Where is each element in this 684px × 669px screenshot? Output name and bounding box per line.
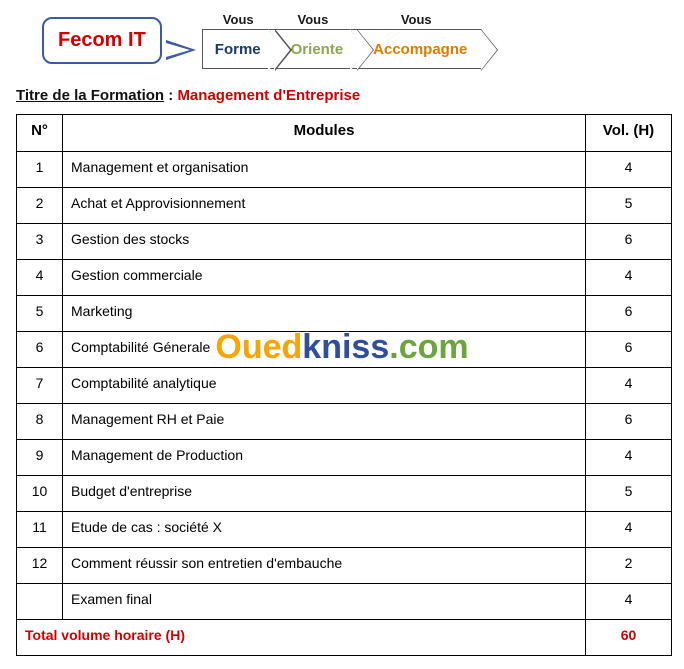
cell-vol: 6 — [586, 224, 672, 260]
col-header-modules: Modules — [63, 115, 586, 152]
cell-num: 7 — [17, 368, 63, 404]
step-chevron-forme: Forme — [202, 29, 275, 69]
cell-module: Achat et Approvisionnement — [63, 188, 586, 224]
cell-num: 9 — [17, 440, 63, 476]
cell-vol: 4 — [586, 512, 672, 548]
table-row: 5Marketing6 — [17, 296, 672, 332]
table-row: 7Comptabilité analytique4 — [17, 368, 672, 404]
cell-module: Comptabilité analytique — [63, 368, 586, 404]
col-header-vol: Vol. (H) — [586, 115, 672, 152]
table-row: 2Achat et Approvisionnement5 — [17, 188, 672, 224]
table-row: Examen final4 — [17, 584, 672, 620]
cell-vol: 4 — [586, 368, 672, 404]
cell-vol: 4 — [586, 584, 672, 620]
cell-num: 5 — [17, 296, 63, 332]
table-row: 12Comment réussir son entretien d'embauc… — [17, 548, 672, 584]
cell-vol: 5 — [586, 476, 672, 512]
table-total-row: Total volume horaire (H) 60 — [17, 620, 672, 656]
header-banner: Fecom IT Vous Forme Vous Oriente Vous Ac… — [42, 12, 672, 69]
formation-title-separator: : — [164, 87, 177, 104]
cell-module: Comptabilité Génerale — [63, 332, 586, 368]
cell-module: Gestion des stocks — [63, 224, 586, 260]
process-steps: Vous Forme Vous Oriente Vous Accompagne — [208, 12, 482, 69]
cell-module: Marketing — [63, 296, 586, 332]
cell-vol: 6 — [586, 296, 672, 332]
cell-num: 2 — [17, 188, 63, 224]
cell-module: Budget d'entreprise — [63, 476, 586, 512]
table-row: 10Budget d'entreprise5 — [17, 476, 672, 512]
table-row: 11Etude de cas : société X4 — [17, 512, 672, 548]
cell-module: Management de Production — [63, 440, 586, 476]
brand-logo-box: Fecom IT — [42, 17, 162, 64]
cell-module: Management et organisation — [63, 152, 586, 188]
cell-vol: 4 — [586, 440, 672, 476]
cell-num: 11 — [17, 512, 63, 548]
cell-vol: 2 — [586, 548, 672, 584]
table-body: 1Management et organisation42Achat et Ap… — [17, 152, 672, 620]
cell-vol: 6 — [586, 332, 672, 368]
step-top-label: Vous — [297, 12, 328, 27]
cell-num: 8 — [17, 404, 63, 440]
table-row: 9Management de Production4 — [17, 440, 672, 476]
table-row: 6Comptabilité Génerale6 — [17, 332, 672, 368]
cell-vol: 5 — [586, 188, 672, 224]
cell-module: Management RH et Paie — [63, 404, 586, 440]
cell-num: 3 — [17, 224, 63, 260]
cell-module: Gestion commerciale — [63, 260, 586, 296]
step-1: Vous Forme — [202, 12, 275, 69]
table-row: 3Gestion des stocks6 — [17, 224, 672, 260]
step-label: Forme — [215, 41, 261, 58]
speech-tail-icon — [166, 40, 196, 60]
total-value: 60 — [586, 620, 672, 656]
cell-num: 4 — [17, 260, 63, 296]
cell-vol: 4 — [586, 152, 672, 188]
step-label: Accompagne — [373, 41, 467, 58]
modules-table: N° Modules Vol. (H) 1Management et organ… — [16, 114, 672, 656]
table-header-row: N° Modules Vol. (H) — [17, 115, 672, 152]
formation-title-label: Titre de la Formation — [16, 87, 164, 104]
table-row: 8Management RH et Paie6 — [17, 404, 672, 440]
brand-name: Fecom IT — [58, 29, 146, 51]
cell-module: Etude de cas : société X — [63, 512, 586, 548]
formation-title-value: Management d'Entreprise — [177, 87, 360, 104]
step-top-label: Vous — [401, 12, 432, 27]
col-header-num: N° — [17, 115, 63, 152]
cell-num: 6 — [17, 332, 63, 368]
total-label: Total volume horaire (H) — [17, 620, 586, 656]
cell-num: 12 — [17, 548, 63, 584]
step-label: Oriente — [291, 41, 344, 58]
cell-num — [17, 584, 63, 620]
cell-vol: 6 — [586, 404, 672, 440]
table-row: 4Gestion commerciale4 — [17, 260, 672, 296]
formation-title-line: Titre de la Formation : Management d'Ent… — [16, 87, 672, 104]
cell-module: Comment réussir son entretien d'embauche — [63, 548, 586, 584]
cell-num: 1 — [17, 152, 63, 188]
cell-module: Examen final — [63, 584, 586, 620]
step-top-label: Vous — [223, 12, 254, 27]
cell-num: 10 — [17, 476, 63, 512]
cell-vol: 4 — [586, 260, 672, 296]
table-row: 1Management et organisation4 — [17, 152, 672, 188]
